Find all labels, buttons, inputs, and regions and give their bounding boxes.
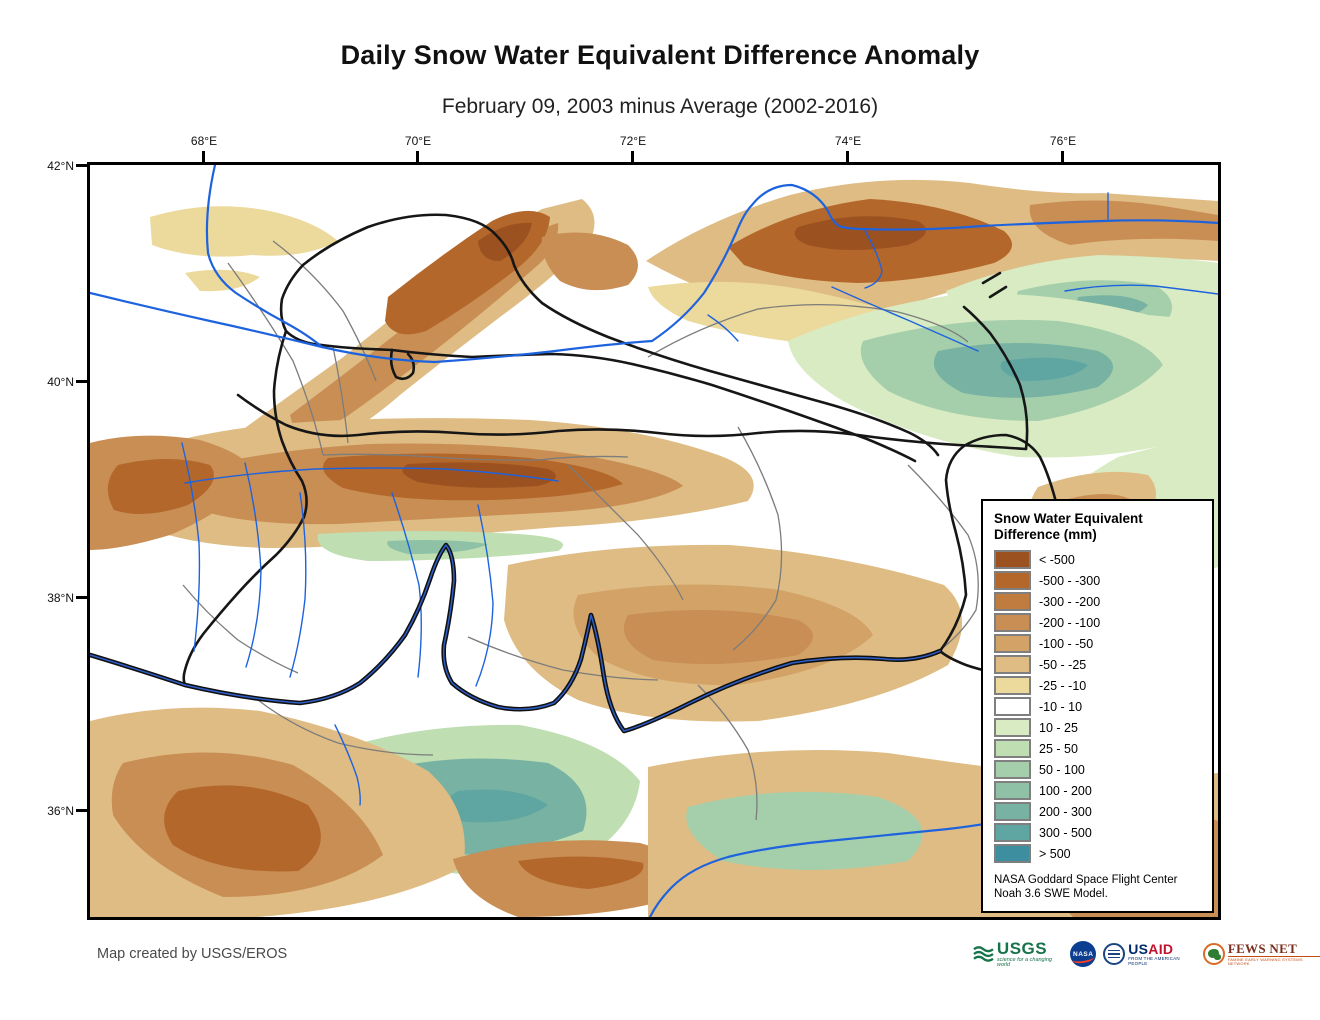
lon-tick [846,151,849,162]
map-credit: Map created by USGS/EROS [97,946,288,962]
lon-tick [202,151,205,162]
legend-swatch [994,739,1031,758]
legend-items: < -500 -500 - -300 -300 - -200 -200 - -100 -… [994,549,1204,864]
legend-swatch [994,802,1031,821]
lat-label: 42°N [47,159,74,173]
lon-tick [1061,151,1064,162]
legend-source-line2: Noah 3.6 SWE Model. [994,888,1108,900]
usaid-wordmark: USAID [1128,942,1196,956]
usaid-tagline: FROM THE AMERICAN PEOPLE [1128,956,1180,966]
usaid-us-text: US [1128,940,1149,957]
legend: Snow Water Equivalent Difference (mm) < … [981,499,1214,913]
usaid-aid-text: AID [1148,940,1174,957]
legend-item: -50 - -25 [994,654,1204,675]
legend-item: -200 - -100 [994,612,1204,633]
legend-swatch [994,655,1031,674]
fewsnet-globe-icon [1202,943,1225,965]
fewsnet-wordmark: FEWS NET [1227,942,1320,957]
lat-label: 40°N [47,375,74,389]
page-subtitle: February 09, 2003 minus Average (2002-20… [441,95,879,118]
lat-label: 36°N [47,804,74,818]
legend-label: 10 - 25 [1039,720,1078,735]
fewsnet-tagline: FAMINE EARLY WARNING SYSTEMS NETWORK [1227,957,1303,966]
legend-label: < -500 [1039,552,1075,567]
legend-item: -500 - -300 [994,570,1204,591]
rivers [90,165,1218,917]
legend-label: -25 - -10 [1039,678,1087,693]
legend-label: -300 - -200 [1039,594,1101,609]
usaid-seal-icon [1103,943,1126,965]
amu-darya-river [90,542,943,734]
legend-label: 100 - 200 [1039,783,1092,798]
legend-swatch [994,760,1031,779]
legend-item: 200 - 300 [994,801,1204,822]
legend-swatch [994,571,1031,590]
legend-swatch [994,592,1031,611]
lat-tick [76,596,87,599]
lon-label: 70°E [404,134,432,148]
legend-title-line2: Difference (mm) [994,527,1097,542]
legend-swatch [994,697,1031,716]
legend-swatch [994,550,1031,569]
legend-label: -10 - 10 [1039,699,1083,714]
legend-label: -200 - -100 [1039,615,1101,630]
usaid-logo: USAID FROM THE AMERICAN PEOPLE [1103,942,1196,967]
legend-item: -10 - 10 [994,696,1204,717]
legend-swatch [994,718,1031,737]
legend-source-line1: NASA Goddard Space Flight Center [994,874,1178,886]
nasa-logo: NASA [1070,941,1097,967]
lon-label: 76°E [1049,134,1077,148]
lat-tick [76,380,87,383]
legend-swatch [994,613,1031,632]
legend-item: 25 - 50 [994,738,1204,759]
lon-tick [416,151,419,162]
lon-label: 68°E [190,134,218,148]
legend-item: -300 - -200 [994,591,1204,612]
lon-label: 72°E [619,134,647,148]
usgs-wave-icon [973,946,994,962]
legend-label: 50 - 100 [1039,762,1085,777]
legend-item: -25 - -10 [994,675,1204,696]
legend-swatch [994,676,1031,695]
nasa-wordmark: NASA [1073,950,1094,958]
anomaly-fill-regions [90,179,1218,917]
legend-item: 300 - 500 [994,822,1204,843]
usgs-tagline: science for a changing world [996,956,1052,968]
legend-label: -50 - -25 [1039,657,1087,672]
legend-item: -100 - -50 [994,633,1204,654]
country-borders [182,213,1074,688]
legend-item: > 500 [994,843,1204,864]
legend-swatch [994,634,1031,653]
legend-label: 25 - 50 [1039,741,1078,756]
legend-item: 50 - 100 [994,759,1204,780]
lon-label: 74°E [834,134,862,148]
legend-source: NASA Goddard Space Flight Center Noah 3.… [994,873,1204,901]
lat-label: 38°N [47,591,74,605]
lon-tick [631,151,634,162]
legend-label: -500 - -300 [1039,573,1101,588]
legend-swatch [994,823,1031,842]
map-canvas [87,162,1221,920]
usgs-wordmark: USGS [996,938,1048,958]
legend-swatch [994,781,1031,800]
agency-logos: USGS science for a changing world NASA U… [973,938,1320,970]
legend-item: 10 - 25 [994,717,1204,738]
lat-tick [76,809,87,812]
legend-item: < -500 [994,549,1204,570]
legend-label: -100 - -50 [1039,636,1094,651]
legend-label: 200 - 300 [1039,804,1092,819]
usgs-logo: USGS science for a changing world [973,940,1063,969]
legend-item: 100 - 200 [994,780,1204,801]
legend-label: > 500 [1039,846,1071,861]
legend-title: Snow Water Equivalent Difference (mm) [994,511,1204,543]
legend-swatch [994,844,1031,863]
legend-label: 300 - 500 [1039,825,1092,840]
page-title: Daily Snow Water Equivalent Difference A… [340,40,980,70]
legend-title-line1: Snow Water Equivalent [994,511,1143,526]
map-art [90,165,1218,917]
fewsnet-logo: FEWS NET FAMINE EARLY WARNING SYSTEMS NE… [1202,942,1320,966]
lat-tick [76,164,87,167]
